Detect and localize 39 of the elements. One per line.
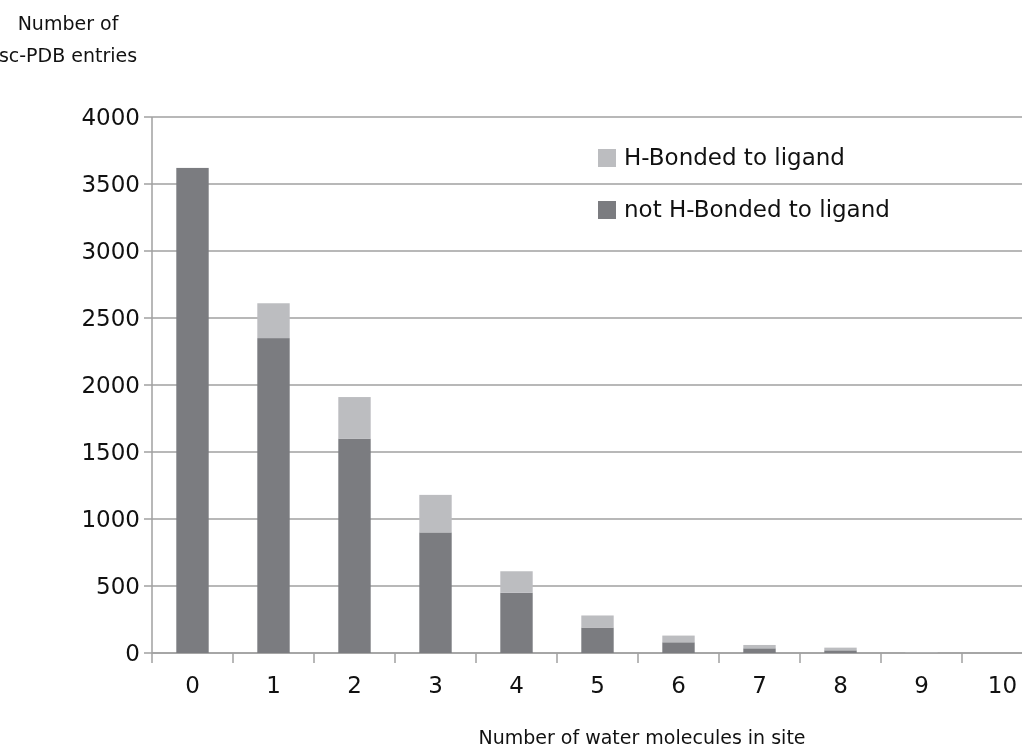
y-tick-label: 3500 [81,171,140,198]
y-tick-label: 2000 [81,372,140,399]
y-axis-title: Number of sc-PDB entries [0,12,138,66]
bar [662,642,695,653]
y-tick-label: 1000 [81,506,140,533]
x-tick-label: 6 [671,672,686,698]
bar [500,592,533,653]
bar [662,635,695,643]
y-tick-label: 2500 [81,305,140,332]
x-tick-label: 3 [428,672,443,698]
x-tick-label: 7 [752,672,767,698]
bar [743,644,776,649]
bar [257,338,290,653]
legend-label: H-Bonded to ligand [624,144,845,171]
bar [257,303,290,339]
bar [176,167,209,653]
legend-label: not H-Bonded to ligand [624,196,890,223]
y-tick-label: 500 [96,573,140,600]
x-tick-label: 10 [987,672,1018,698]
bar [419,494,452,533]
x-tick-label: 1 [266,672,281,698]
x-tick-label: 8 [833,672,848,698]
y-tick-label: 4000 [81,104,140,131]
bar [338,397,371,439]
bar [338,438,371,653]
x-axis-title: Number of water molecules in site [478,726,806,748]
bar [500,571,533,593]
y-tick-label: 0 [125,640,140,667]
y-tick-label: 1500 [81,439,140,466]
bar [743,648,776,653]
x-tick-label: 4 [509,672,524,698]
x-tick-label: 2 [347,672,362,698]
y-tick-label: 3000 [81,238,140,265]
x-tick-label: 5 [590,672,605,698]
bar [581,615,614,628]
x-tick-label: 0 [185,672,200,698]
bar [419,532,452,653]
x-tick-label: 9 [914,672,929,698]
bar [581,627,614,653]
